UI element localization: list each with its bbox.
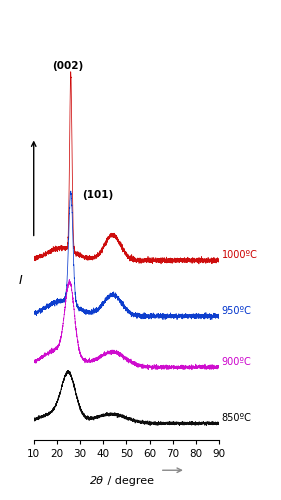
Text: 900ºC: 900ºC xyxy=(221,357,251,367)
Text: I: I xyxy=(19,274,22,287)
Text: (101): (101) xyxy=(82,190,113,200)
Text: 1000ºC: 1000ºC xyxy=(221,250,257,260)
Text: 950ºC: 950ºC xyxy=(221,306,251,316)
Text: / degree: / degree xyxy=(104,476,154,486)
Text: 850ºC: 850ºC xyxy=(221,413,251,423)
Text: (002): (002) xyxy=(52,60,83,70)
Text: 2θ: 2θ xyxy=(90,476,104,486)
